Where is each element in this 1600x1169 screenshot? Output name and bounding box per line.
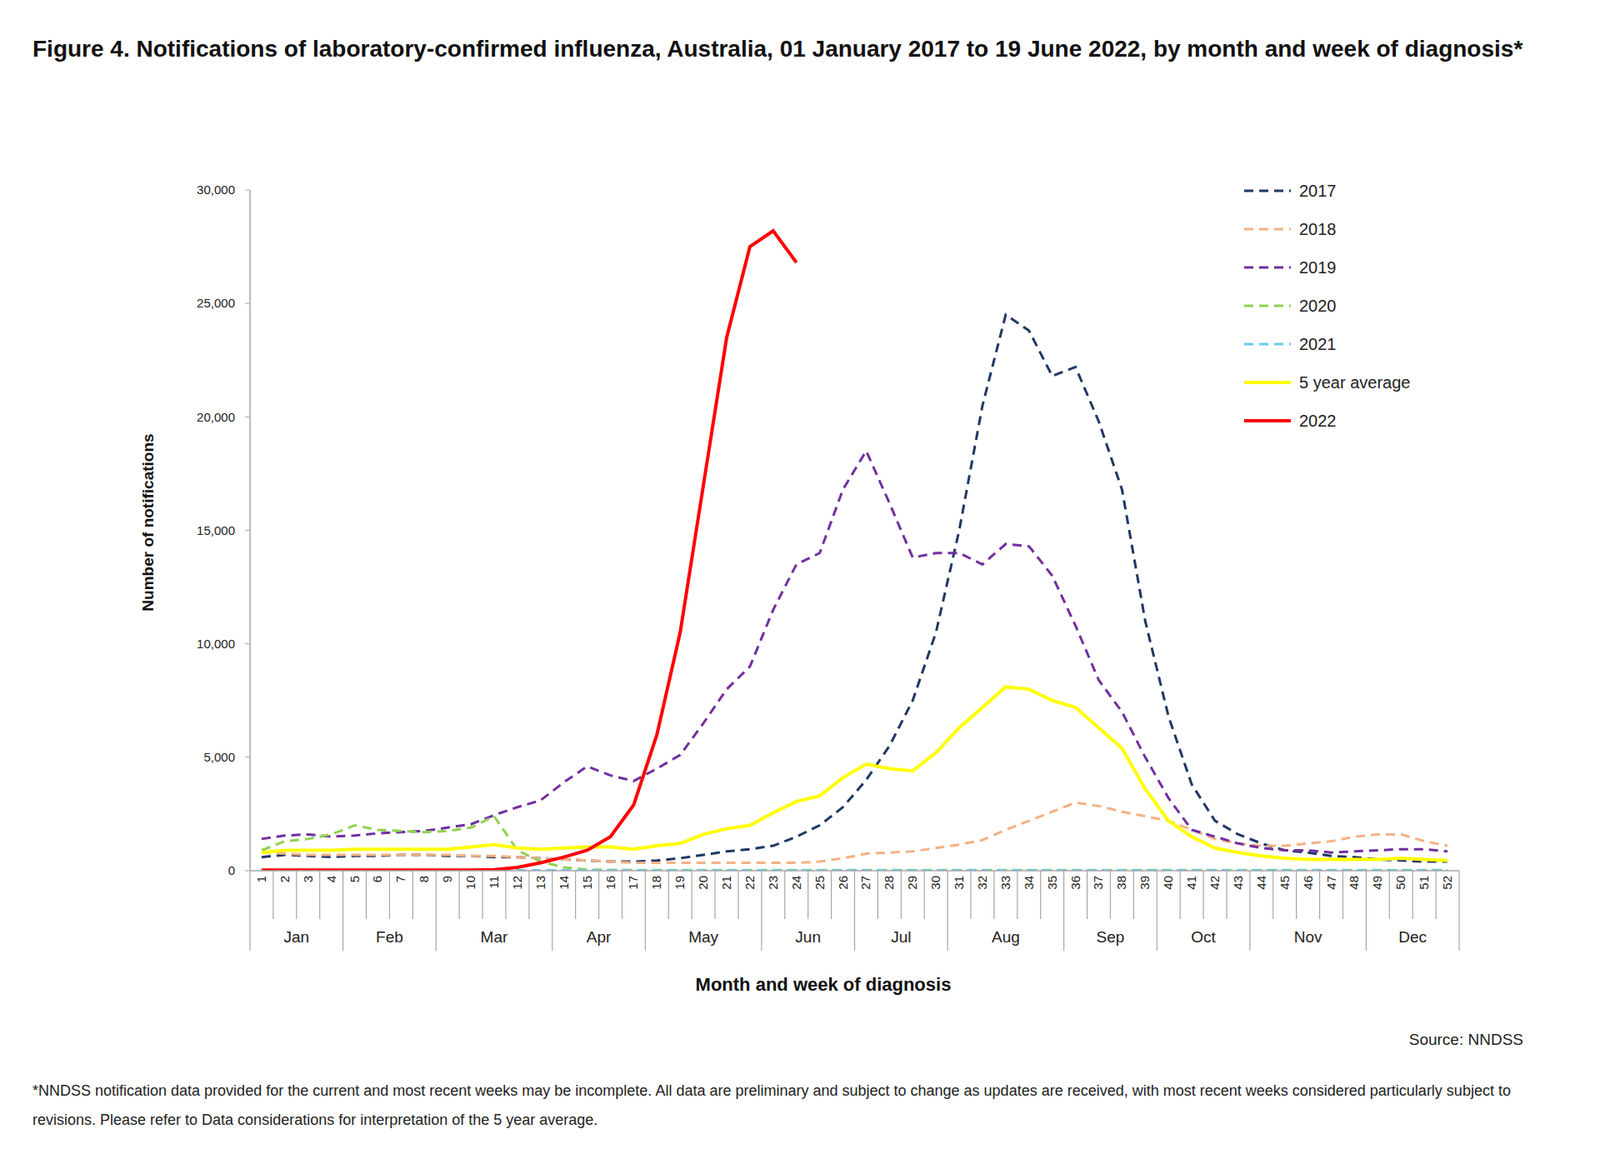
html-text:Number of notifications: Number of notifications xyxy=(139,433,157,612)
svg-text:15: 15 xyxy=(580,875,595,890)
svg-text:16: 16 xyxy=(603,875,618,890)
svg-text:19: 19 xyxy=(672,875,687,890)
svg-text:Jun: Jun xyxy=(795,928,821,946)
svg-text:25,000: 25,000 xyxy=(196,295,235,310)
svg-text:47: 47 xyxy=(1324,875,1339,890)
svg-text:35: 35 xyxy=(1045,875,1060,890)
svg-text:11: 11 xyxy=(486,875,501,890)
html-text:2018: 2018 xyxy=(1299,219,1337,238)
svg-text:7: 7 xyxy=(393,875,408,883)
svg-text:21: 21 xyxy=(719,875,734,890)
svg-text:45: 45 xyxy=(1277,875,1292,890)
svg-text:37: 37 xyxy=(1090,875,1105,890)
svg-text:38: 38 xyxy=(1114,875,1129,890)
html-text:*NNDSS notification data provi: *NNDSS notification data provided for th… xyxy=(32,1082,1511,1129)
html-text:2020: 2020 xyxy=(1299,296,1337,315)
svg-text:8: 8 xyxy=(416,875,431,883)
svg-text:Dec: Dec xyxy=(1398,928,1427,946)
svg-text:12: 12 xyxy=(510,875,525,890)
svg-text:46: 46 xyxy=(1300,875,1315,890)
html-text:5 year average: 5 year average xyxy=(1299,372,1411,392)
svg-text:3: 3 xyxy=(300,875,315,883)
svg-text:27: 27 xyxy=(858,875,873,890)
svg-text:42: 42 xyxy=(1207,875,1222,890)
svg-text:41: 41 xyxy=(1184,875,1199,890)
svg-text:50: 50 xyxy=(1393,875,1408,890)
svg-text:36: 36 xyxy=(1068,875,1083,890)
svg-text:Jan: Jan xyxy=(283,928,310,946)
svg-text:51: 51 xyxy=(1416,875,1431,890)
svg-text:Sep: Sep xyxy=(1096,928,1125,946)
svg-text:15,000: 15,000 xyxy=(196,523,235,538)
svg-text:52: 52 xyxy=(1440,875,1455,890)
svg-text:5,000: 5,000 xyxy=(203,750,235,765)
svg-text:Oct: Oct xyxy=(1190,928,1216,946)
html-text:2017: 2017 xyxy=(1299,181,1337,200)
svg-text:23: 23 xyxy=(765,875,780,890)
html-text:2022: 2022 xyxy=(1299,411,1337,430)
svg-text:14: 14 xyxy=(556,875,571,890)
svg-text:17: 17 xyxy=(625,875,640,890)
html-text:Figure 4. Notifications of lab: Figure 4. Notifications of laboratory-co… xyxy=(32,35,1523,62)
html-text:2021: 2021 xyxy=(1299,334,1337,353)
svg-text:22: 22 xyxy=(742,875,757,890)
svg-text:32: 32 xyxy=(975,875,990,890)
svg-text:5: 5 xyxy=(347,875,362,883)
html-text:Month and week of diagnosis: Month and week of diagnosis xyxy=(695,974,952,995)
svg-text:0: 0 xyxy=(228,863,235,878)
svg-text:9: 9 xyxy=(440,875,455,883)
svg-text:31: 31 xyxy=(951,875,966,890)
svg-text:30,000: 30,000 xyxy=(196,182,235,197)
svg-text:Jul: Jul xyxy=(890,928,911,946)
svg-text:18: 18 xyxy=(649,875,664,890)
svg-text:May: May xyxy=(688,928,719,946)
svg-text:Aug: Aug xyxy=(991,928,1020,946)
svg-text:Feb: Feb xyxy=(375,928,404,946)
svg-text:4: 4 xyxy=(324,875,339,883)
svg-text:13: 13 xyxy=(533,875,548,890)
svg-text:10: 10 xyxy=(463,875,478,890)
svg-text:34: 34 xyxy=(1021,875,1036,890)
svg-text:26: 26 xyxy=(835,875,850,890)
svg-text:24: 24 xyxy=(789,875,804,890)
svg-text:40: 40 xyxy=(1160,875,1175,890)
svg-text:30: 30 xyxy=(928,875,943,890)
svg-text:44: 44 xyxy=(1254,875,1269,890)
svg-text:43: 43 xyxy=(1230,875,1245,890)
html-text:2019: 2019 xyxy=(1299,257,1337,277)
svg-text:49: 49 xyxy=(1370,875,1385,890)
svg-text:Mar: Mar xyxy=(480,928,509,946)
svg-text:39: 39 xyxy=(1137,875,1152,890)
svg-text:48: 48 xyxy=(1346,875,1361,890)
svg-text:20: 20 xyxy=(695,875,710,890)
svg-text:25: 25 xyxy=(812,875,827,890)
svg-text:2: 2 xyxy=(277,875,292,883)
svg-text:Apr: Apr xyxy=(586,928,612,946)
svg-text:10,000: 10,000 xyxy=(196,636,235,651)
svg-text:29: 29 xyxy=(905,875,920,890)
svg-text:20,000: 20,000 xyxy=(196,410,235,425)
svg-text:6: 6 xyxy=(370,875,385,883)
html-text:Source: NNDSS: Source: NNDSS xyxy=(1408,1030,1524,1049)
svg-text:28: 28 xyxy=(881,875,896,890)
svg-text:1: 1 xyxy=(254,875,269,883)
svg-text:Nov: Nov xyxy=(1294,928,1323,946)
svg-text:33: 33 xyxy=(998,875,1013,890)
